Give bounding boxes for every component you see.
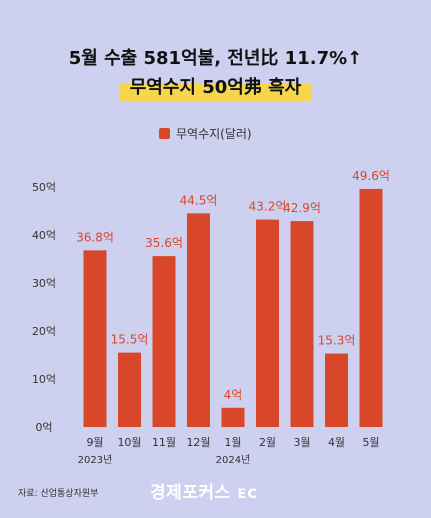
x-tick-label: 2월 [259,436,276,449]
data-label: 49.6억 [352,169,390,183]
chart-subtitle-wrap: 무역수지 50억弗 흑자 [0,72,431,101]
bar [359,188,383,427]
y-axis: 0억 10억 20억 30억 40억 50억 [32,181,56,434]
bar [118,352,141,427]
x-axis: 9월 10월 11월 12월 1월 2월 3월 4월 5월 2023년 2024년 [78,436,380,466]
data-label: 44.5억 [180,193,218,207]
logo: 경제포커스 ᴇᴄ [150,483,258,503]
chart-title: 5월 수출 581억불, 전년比 11.7%↑ [68,48,363,69]
bar [290,221,314,427]
data-label: 35.6억 [145,236,183,250]
data-label: 43.2억 [249,200,287,214]
year-label: 2024년 [216,454,251,466]
legend-label: 무역수지(달러) [176,126,252,141]
data-label: 42.9억 [283,201,321,215]
x-tick-label: 12월 [186,436,210,449]
x-tick-label: 4월 [328,436,345,449]
x-tick-label: 10월 [117,436,141,449]
x-tick-label: 11월 [152,436,176,449]
data-label: 15.5억 [111,333,149,347]
bar [152,256,176,427]
bar [83,250,107,427]
data-label: 4억 [224,388,243,402]
bar [221,407,245,427]
y-tick-label: 10억 [32,373,56,386]
y-tick-label: 50억 [32,181,56,194]
chart-subtitle: 무역수지 50억弗 흑자 [119,72,312,101]
data-label: 36.8억 [76,230,114,244]
y-tick-label: 20억 [32,325,56,338]
x-tick-label: 1월 [224,436,241,449]
x-tick-label: 3월 [293,436,310,449]
bar [256,219,279,427]
legend-swatch [159,127,170,139]
year-label: 2023년 [78,454,113,466]
y-tick-label: 40억 [32,229,56,242]
bar [325,353,348,427]
data-label: 15.3억 [318,334,356,348]
y-tick-label: 30억 [32,277,56,290]
source-note: 자료: 산업통상자원부 [18,489,99,499]
bar [187,213,210,427]
legend: 무역수지(달러) [159,124,252,142]
x-tick-label: 5월 [362,436,379,449]
y-tick-label: 0억 [35,421,52,434]
x-tick-label: 9월 [86,436,103,449]
